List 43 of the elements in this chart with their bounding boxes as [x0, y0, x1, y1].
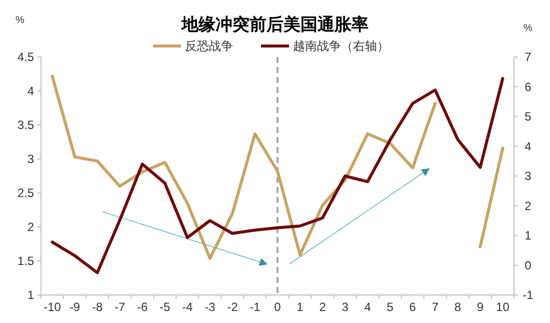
y-tick-label: 4.5 — [17, 50, 34, 64]
x-tick-label: -1 — [250, 300, 261, 314]
x-tick-label: 10 — [496, 300, 510, 314]
y2-tick-label: 4 — [524, 139, 532, 154]
x-tick-label: -9 — [69, 300, 80, 314]
y2-tick-label: 6 — [524, 80, 532, 94]
x-tick-label: 6 — [409, 300, 416, 314]
y2-tick-label: -1 — [522, 288, 534, 302]
y-tick-label: 4 — [27, 84, 34, 98]
y2-tick-label: 3 — [524, 169, 532, 183]
y-tick-label: 1 — [27, 288, 34, 302]
x-tick-label: -3 — [204, 300, 216, 314]
x-tick-label: -4 — [182, 300, 194, 314]
y2-axis-title: % — [524, 23, 533, 34]
x-tick-label: 2 — [319, 300, 326, 314]
y2-tick-label: 7 — [524, 50, 532, 64]
x-tick-label: 4 — [364, 300, 372, 314]
chart-title: 地缘冲突前后美国通胀率 — [180, 15, 368, 34]
y-axis-title: % — [16, 15, 25, 26]
x-tick-label: -7 — [114, 300, 126, 314]
y2-tick-label: 1 — [524, 228, 532, 242]
x-tick-label: 9 — [476, 300, 484, 314]
x-tick-label: 5 — [386, 300, 394, 314]
x-tick-label: -5 — [160, 300, 171, 314]
legend-label: 越南战争（右轴） — [293, 39, 389, 53]
x-tick-label: -8 — [92, 300, 103, 314]
y-tick-label: 3.5 — [17, 118, 34, 132]
x-tick-label: 3 — [342, 300, 349, 314]
y-tick-label: 1.5 — [17, 254, 34, 268]
x-tick-label: -6 — [137, 300, 148, 314]
y-tick-label: 3 — [27, 152, 34, 166]
x-tick-label: -10 — [44, 300, 62, 314]
x-tick-label: 1 — [296, 300, 304, 314]
y2-tick-label: 0 — [524, 258, 532, 272]
y-tick-label: 2.5 — [17, 186, 34, 200]
x-tick-label: 8 — [454, 300, 462, 314]
x-tick-label: -2 — [227, 300, 238, 314]
y2-tick-label: 2 — [524, 198, 532, 213]
y-tick-label: 2 — [27, 220, 34, 234]
y2-tick-label: 5 — [524, 110, 532, 124]
x-tick-label: 7 — [432, 300, 439, 314]
legend-label: 反恐战争 — [185, 39, 233, 53]
x-tick-label: 0 — [274, 300, 282, 314]
